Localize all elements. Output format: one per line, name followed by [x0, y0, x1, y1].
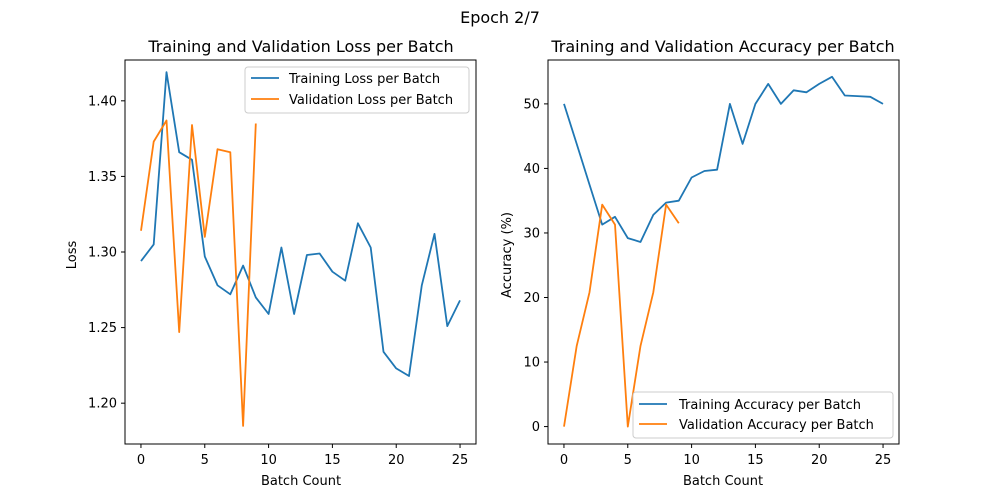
accuracy-plot-title: Training and Validation Accuracy per Bat…: [550, 37, 894, 56]
loss-y-tick-label: 1.20: [88, 397, 117, 412]
loss-validation-line: [140, 119, 257, 427]
loss-y-tick-label: 1.40: [88, 94, 117, 109]
accuracy-y-tick-label: 50: [523, 97, 540, 112]
loss-y-axis-label: Loss: [65, 241, 80, 270]
accuracy-y-tick-label: 10: [523, 356, 540, 371]
accuracy-x-ticks: 0 5 10 15 20 25: [560, 444, 892, 468]
accuracy-legend-training-label: Training Accuracy per Batch: [678, 398, 861, 413]
loss-x-tick-label: 10: [260, 453, 277, 468]
loss-x-tick-label: 20: [388, 453, 405, 468]
accuracy-x-tick-label: 25: [875, 453, 892, 468]
accuracy-y-tick-label: 40: [523, 162, 540, 177]
accuracy-y-axis-label: Accuracy (%): [500, 212, 515, 298]
accuracy-legend-validation-label: Validation Accuracy per Batch: [679, 418, 874, 433]
accuracy-x-tick-label: 10: [683, 453, 700, 468]
loss-legend-training-label: Training Loss per Batch: [288, 72, 440, 87]
accuracy-y-tick-label: 0: [532, 420, 540, 435]
accuracy-training-line: [563, 75, 884, 243]
accuracy-x-tick-label: 0: [560, 453, 568, 468]
loss-plot: Training and Validation Loss per Batch B…: [65, 37, 477, 489]
accuracy-x-tick-label: 15: [747, 453, 764, 468]
loss-training-line: [140, 71, 461, 377]
accuracy-x-tick-label: 5: [624, 453, 632, 468]
loss-x-tick-label: 5: [201, 453, 209, 468]
loss-series-lines: [140, 71, 461, 427]
accuracy-y-tick-label: 20: [523, 291, 540, 306]
accuracy-x-axis-label: Batch Count: [683, 474, 763, 489]
loss-legend-box: [244, 66, 470, 114]
accuracy-legend-box: [632, 391, 894, 439]
accuracy-y-tick-label: 30: [523, 226, 540, 241]
accuracy-y-ticks: 0 10 20 30 40 50: [523, 97, 548, 435]
accuracy-legend: Training Accuracy per Batch Validation A…: [632, 391, 894, 439]
loss-legend-validation-label: Validation Loss per Batch: [289, 93, 453, 108]
loss-y-ticks: 1.20 1.25 1.30 1.35 1.40: [88, 94, 125, 412]
accuracy-axes-frame: [547, 59, 900, 445]
figure-suptitle: Epoch 2/7: [460, 8, 540, 27]
loss-legend: Training Loss per Batch Validation Loss …: [244, 66, 470, 114]
accuracy-series-lines: [563, 75, 884, 428]
loss-x-tick-label: 0: [137, 453, 145, 468]
loss-y-tick-label: 1.35: [88, 170, 117, 185]
loss-y-tick-label: 1.25: [88, 321, 117, 336]
loss-y-tick-label: 1.30: [88, 246, 117, 261]
loss-x-axis-label: Batch Count: [261, 474, 341, 489]
loss-x-tick-label: 15: [324, 453, 341, 468]
loss-plot-title: Training and Validation Loss per Batch: [147, 37, 453, 56]
loss-x-tick-label: 25: [452, 453, 469, 468]
accuracy-plot: Training and Validation Accuracy per Bat…: [500, 37, 900, 489]
accuracy-validation-line: [563, 203, 680, 428]
loss-x-ticks: 0 5 10 15 20 25: [137, 444, 469, 468]
accuracy-x-tick-label: 20: [811, 453, 828, 468]
